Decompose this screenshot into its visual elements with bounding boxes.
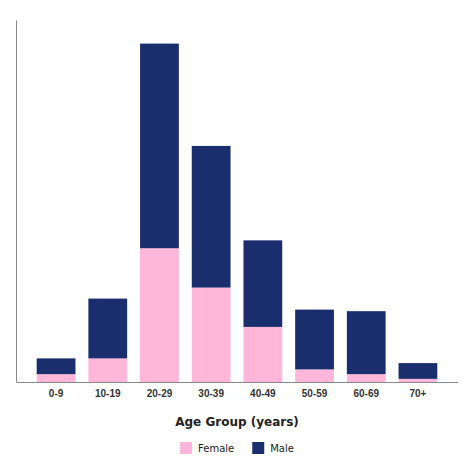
x-tick-label: 50-59 xyxy=(302,388,328,399)
bar xyxy=(243,327,282,382)
bar xyxy=(347,374,386,382)
x-tick-label: 70+ xyxy=(409,388,426,399)
legend-swatch xyxy=(180,442,192,454)
x-tick: 70+ xyxy=(409,388,426,399)
bar xyxy=(37,374,76,382)
bar xyxy=(192,288,231,382)
bar xyxy=(399,363,438,379)
bar xyxy=(140,248,179,382)
y-axis xyxy=(16,21,17,383)
bar xyxy=(37,358,76,374)
x-axis-line xyxy=(17,382,459,383)
bar xyxy=(140,44,179,249)
x-tick-label: 60-69 xyxy=(353,388,379,399)
legend-swatch xyxy=(252,442,264,454)
x-tick-label: 10-19 xyxy=(95,388,121,399)
bar xyxy=(295,369,334,382)
x-tick-label: 40-49 xyxy=(250,388,276,399)
bar xyxy=(347,311,386,374)
plot: 0-9 10-19 20-29 30-39 40-49 50-59 60-69 70+ xyxy=(17,21,459,400)
bar xyxy=(88,299,127,359)
series-bars xyxy=(37,44,438,379)
legend-label: Male xyxy=(270,443,294,454)
x-axis-title: Age Group (years) xyxy=(175,415,299,429)
series-bars xyxy=(37,248,438,382)
x-tick: 30-39 xyxy=(198,388,224,399)
x-tick: 20-29 xyxy=(147,388,173,399)
x-axis: 0-9 10-19 20-29 30-39 40-49 50-59 60-69 70+ xyxy=(17,383,459,400)
bars xyxy=(37,44,438,382)
bar xyxy=(243,240,282,327)
legend-label: Female xyxy=(198,443,234,454)
bar xyxy=(192,146,231,288)
x-tick-label: 0-9 xyxy=(49,388,64,399)
x-tick: 60-69 xyxy=(353,388,379,399)
legend: Female Male xyxy=(180,442,294,454)
legend-item: Female xyxy=(180,442,234,454)
x-tick-label: 20-29 xyxy=(147,388,173,399)
y-axis-line xyxy=(16,21,17,383)
x-tick: 10-19 xyxy=(95,388,121,399)
chart: 0-9 10-19 20-29 30-39 40-49 50-59 60-69 70+ Age … xyxy=(0,0,474,474)
bar xyxy=(295,310,334,370)
bar xyxy=(88,358,127,382)
bar xyxy=(399,379,438,382)
x-tick-label: 30-39 xyxy=(198,388,224,399)
x-tick: 0-9 xyxy=(49,388,64,399)
x-tick: 50-59 xyxy=(302,388,328,399)
legend-item: Male xyxy=(252,442,294,454)
x-tick: 40-49 xyxy=(250,388,276,399)
